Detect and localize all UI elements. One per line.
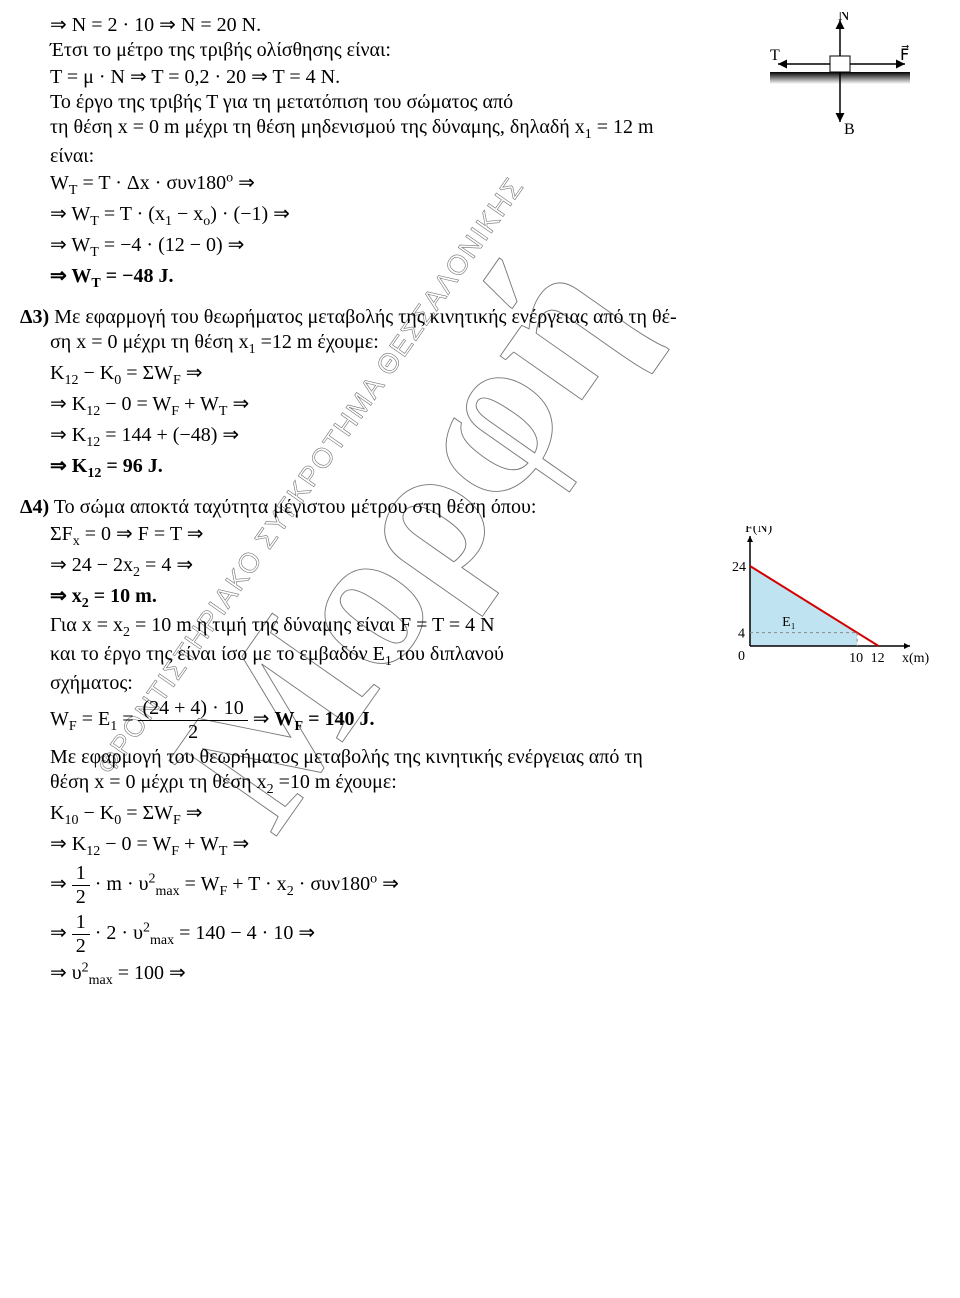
text-line: ση x = 0 μέχρι τη θέση x1 =12 m έχουμε: (50, 331, 940, 358)
text-line: Με εφαρμογή του θεωρήματος μεταβολής της… (50, 746, 940, 769)
fbd-b-label: B (844, 121, 855, 138)
svg-text:4: 4 (738, 627, 745, 642)
section-heading: Δ4) Το σώμα αποκτά ταχύτητα μέγιστου μέτ… (20, 496, 940, 519)
eq-line: ⇒ 12 · m · υ2max = WF + T · x2 · συν180ο… (50, 862, 940, 909)
text-line: και το έργο της είναι ίσο με το εμβαδόν … (50, 643, 690, 670)
eq-line: WT = T · Δx · συν180ο ⇒ (50, 170, 940, 199)
fbd-f-label: F⃗ (900, 44, 909, 64)
eq-line: ⇒ 12 · 2 · υ2max = 140 − 4 · 10 ⇒ (50, 911, 940, 958)
eq-result: ⇒ K12 = 96 J. (50, 453, 940, 482)
svg-text:F(N): F(N) (745, 526, 773, 536)
eq-line: ⇒ WT = T · (x1 − xo) · (−1) ⇒ (50, 201, 940, 230)
svg-text:24: 24 (732, 560, 746, 575)
text-line: Για x = x2 = 10 m η τιμή της δύναμης είν… (50, 614, 690, 641)
eq-line: ⇒ υ2max = 100 ⇒ (50, 960, 940, 989)
section-heading: Δ3) Με εφαρμογή του θεωρήματος μεταβολής… (20, 306, 940, 329)
eq-line: ⇒ WT = −4 · (12 − 0) ⇒ (50, 232, 940, 261)
svg-text:10: 10 (849, 651, 863, 666)
text-line: θέση x = 0 μέχρι τη θέση x2 =10 m έχουμε… (50, 771, 940, 798)
eq-line: K12 − K0 = ΣWF ⇒ (50, 360, 940, 389)
eq-line: ⇒ K12 − 0 = WF + WT ⇒ (50, 391, 940, 420)
free-body-diagram: N B T F⃗ (760, 12, 920, 142)
eq-line: K10 − K0 = ΣWF ⇒ (50, 800, 940, 829)
svg-text:x(m): x(m) (902, 651, 930, 666)
text-line: είναι: (50, 145, 940, 168)
eq-line: ⇒ K12 − 0 = WF + WT ⇒ (50, 831, 940, 860)
force-chart: 24 4 0 10 12 F(N) x(m) E₁ (710, 526, 930, 686)
fbd-n-label: N (838, 12, 850, 24)
eq-result: ⇒ WT = −48 J. (50, 263, 940, 292)
eq-line: WF = E1 = (24 + 4) · 102 ⇒ WF = 140 J. (50, 697, 940, 744)
fbd-t-label: T (770, 47, 780, 64)
svg-text:E₁: E₁ (782, 615, 795, 630)
svg-text:12: 12 (871, 651, 885, 666)
eq-line: ⇒ K12 = 144 + (−48) ⇒ (50, 422, 940, 451)
svg-text:0: 0 (738, 649, 745, 664)
